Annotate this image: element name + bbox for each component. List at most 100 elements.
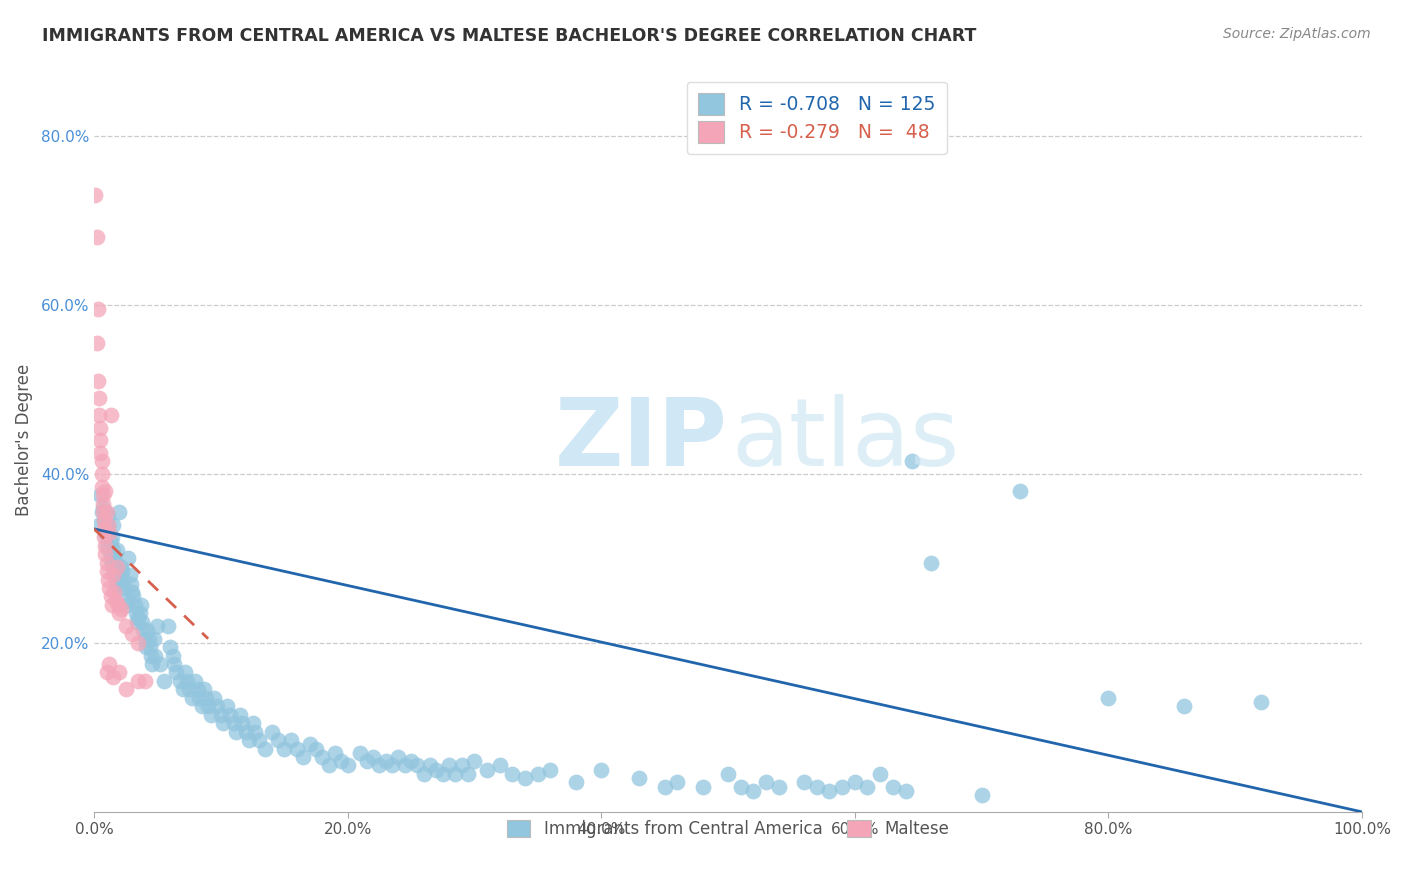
- Point: [124, 598, 146, 612]
- Point: [755, 775, 778, 789]
- Point: [1097, 690, 1119, 705]
- Point: [107, 598, 129, 612]
- Point: [412, 767, 434, 781]
- Point: [98, 657, 121, 671]
- Point: [131, 615, 153, 629]
- Point: [104, 593, 127, 607]
- Point: [135, 640, 157, 655]
- Point: [94, 483, 117, 498]
- Text: IMMIGRANTS FROM CENTRAL AMERICA VS MALTESE BACHELOR'S DEGREE CORRELATION CHART: IMMIGRANTS FROM CENTRAL AMERICA VS MALTE…: [42, 27, 977, 45]
- Point: [394, 758, 416, 772]
- Point: [194, 690, 217, 705]
- Point: [292, 750, 315, 764]
- Point: [806, 780, 828, 794]
- Point: [437, 758, 460, 772]
- Point: [91, 497, 114, 511]
- Point: [336, 758, 359, 772]
- Point: [381, 758, 404, 772]
- Point: [91, 488, 114, 502]
- Point: [93, 513, 115, 527]
- Point: [87, 517, 110, 532]
- Point: [235, 724, 257, 739]
- Point: [120, 576, 142, 591]
- Point: [142, 632, 165, 646]
- Point: [218, 707, 240, 722]
- Point: [225, 724, 247, 739]
- Point: [87, 408, 110, 422]
- Point: [134, 673, 156, 688]
- Point: [1173, 699, 1195, 714]
- Point: [247, 733, 270, 747]
- Point: [238, 733, 260, 747]
- Point: [103, 551, 125, 566]
- Point: [97, 573, 120, 587]
- Point: [318, 758, 340, 772]
- Point: [93, 522, 115, 536]
- Point: [1250, 695, 1272, 709]
- Point: [112, 573, 135, 587]
- Point: [86, 230, 108, 244]
- Point: [527, 767, 550, 781]
- Point: [100, 590, 122, 604]
- Point: [105, 560, 128, 574]
- Point: [125, 607, 148, 621]
- Point: [267, 733, 290, 747]
- Point: [89, 420, 111, 434]
- Point: [104, 556, 127, 570]
- Point: [121, 585, 143, 599]
- Point: [117, 551, 139, 566]
- Point: [894, 784, 917, 798]
- Point: [115, 598, 138, 612]
- Point: [565, 775, 588, 789]
- Point: [970, 788, 993, 802]
- Point: [231, 716, 253, 731]
- Point: [114, 593, 136, 607]
- Point: [136, 624, 159, 638]
- Point: [169, 673, 191, 688]
- Point: [104, 568, 127, 582]
- Point: [356, 754, 378, 768]
- Point: [129, 598, 152, 612]
- Point: [187, 682, 209, 697]
- Point: [127, 610, 149, 624]
- Point: [260, 724, 283, 739]
- Point: [89, 488, 111, 502]
- Point: [920, 556, 942, 570]
- Point: [399, 754, 422, 768]
- Point: [103, 585, 125, 599]
- Point: [285, 741, 308, 756]
- Point: [110, 560, 132, 574]
- Point: [730, 780, 752, 794]
- Point: [105, 543, 128, 558]
- Point: [475, 763, 498, 777]
- Point: [96, 505, 118, 519]
- Point: [869, 767, 891, 781]
- Point: [217, 699, 239, 714]
- Point: [114, 581, 136, 595]
- Point: [901, 454, 924, 468]
- Text: ZIP: ZIP: [555, 394, 728, 486]
- Point: [162, 648, 184, 663]
- Point: [180, 690, 202, 705]
- Point: [222, 716, 245, 731]
- Point: [349, 746, 371, 760]
- Point: [87, 374, 110, 388]
- Text: Source: ZipAtlas.com: Source: ZipAtlas.com: [1223, 27, 1371, 41]
- Point: [692, 780, 714, 794]
- Point: [628, 771, 651, 785]
- Point: [94, 505, 117, 519]
- Point: [323, 746, 346, 760]
- Point: [107, 564, 129, 578]
- Point: [101, 530, 124, 544]
- Point: [100, 408, 122, 422]
- Point: [450, 758, 472, 772]
- Point: [242, 716, 264, 731]
- Point: [97, 509, 120, 524]
- Point: [94, 547, 117, 561]
- Point: [174, 665, 197, 680]
- Point: [108, 505, 131, 519]
- Point: [176, 673, 198, 688]
- Point: [90, 480, 112, 494]
- Point: [122, 590, 145, 604]
- Point: [110, 602, 132, 616]
